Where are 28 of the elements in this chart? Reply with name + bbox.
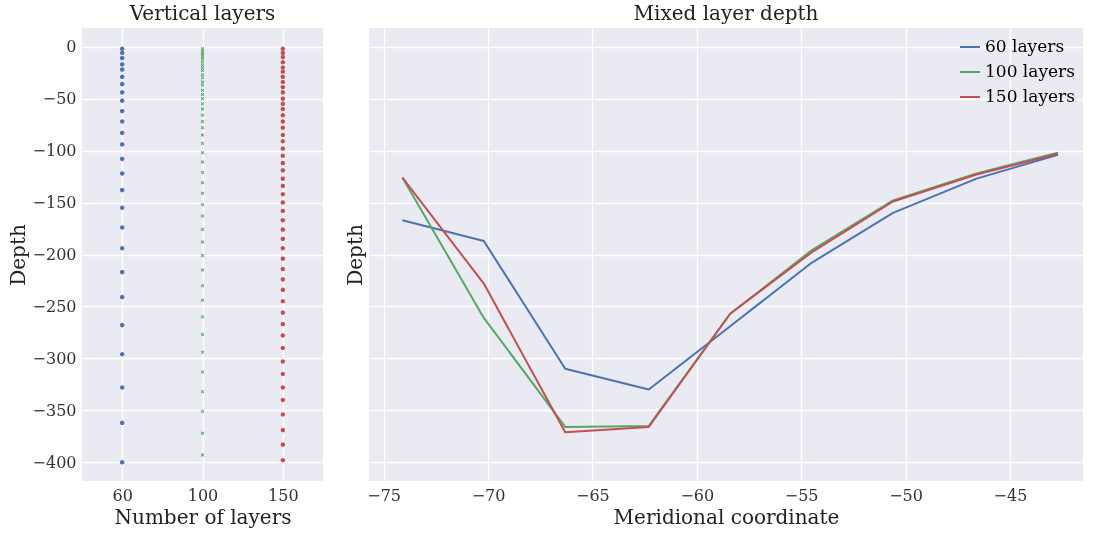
x-tick-label: −55 [784, 485, 819, 505]
y-axis-title: Depth [342, 224, 367, 286]
x-tick-label: −60 [680, 485, 715, 505]
legend-label: 60 layers [985, 36, 1065, 56]
y-axis-title: Depth [5, 224, 30, 286]
y-tick-label: −100 [32, 141, 77, 161]
y-tick-label: −250 [32, 296, 77, 316]
y-tick-label: −50 [42, 89, 77, 109]
chart-title: Mixed layer depth [633, 1, 819, 25]
x-tick-label: −50 [889, 485, 923, 505]
x-tick-label: 150 [268, 485, 299, 505]
x-axis-title: Number of layers [114, 504, 292, 529]
x-tick-label: 100 [187, 485, 219, 505]
x-tick-label: −45 [993, 485, 1028, 505]
legend-label: 150 layers [985, 86, 1075, 106]
x-tick-label: −70 [471, 485, 506, 505]
x-tick-label: 60 [112, 485, 133, 505]
y-tick-label: −150 [32, 193, 77, 213]
y-tick-label: −400 [32, 452, 77, 472]
y-tick-label: −200 [32, 245, 77, 264]
chart-title: Vertical layers [128, 1, 276, 25]
x-tick-label: −75 [367, 485, 401, 505]
y-tick-label: −300 [32, 348, 77, 368]
legend-label: 100 layers [985, 61, 1075, 81]
x-axis-title: Meridional coordinate [613, 504, 840, 529]
x-tick-label: −65 [576, 485, 610, 505]
y-tick-label: 0 [66, 37, 77, 57]
y-tick-label: −350 [32, 400, 77, 420]
